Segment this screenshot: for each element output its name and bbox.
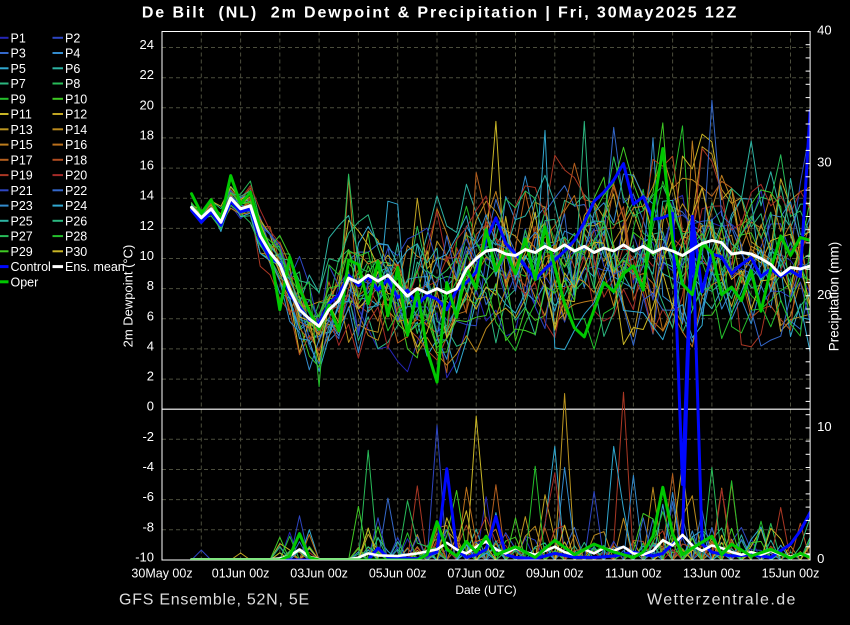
svg-text:Oper: Oper xyxy=(11,275,39,289)
svg-text:P18: P18 xyxy=(65,153,87,167)
svg-text:22: 22 xyxy=(140,67,154,82)
svg-text:P20: P20 xyxy=(65,169,87,183)
svg-text:P15: P15 xyxy=(11,138,33,152)
svg-text:P24: P24 xyxy=(65,199,87,213)
svg-text:P26: P26 xyxy=(65,214,87,228)
svg-text:09Jun 00z: 09Jun 00z xyxy=(526,567,584,581)
svg-text:05Jun 00z: 05Jun 00z xyxy=(369,567,427,581)
svg-text:GFS Ensemble, 52N, 5E: GFS Ensemble, 52N, 5E xyxy=(119,592,310,609)
svg-text:P9: P9 xyxy=(11,92,26,106)
svg-text:P12: P12 xyxy=(65,108,87,122)
svg-text:30May 00z: 30May 00z xyxy=(131,567,192,581)
svg-text:P4: P4 xyxy=(65,47,80,61)
svg-text:03Jun 00z: 03Jun 00z xyxy=(290,567,348,581)
svg-text:P28: P28 xyxy=(65,230,87,244)
svg-text:Precipitation (mm): Precipitation (mm) xyxy=(827,242,842,352)
svg-text:P17: P17 xyxy=(11,153,33,167)
svg-text:P1: P1 xyxy=(11,31,26,45)
svg-text:-4: -4 xyxy=(142,459,154,474)
svg-text:8: 8 xyxy=(147,278,154,293)
svg-text:Date (UTC): Date (UTC) xyxy=(455,583,516,597)
svg-text:0: 0 xyxy=(817,551,824,566)
svg-text:P5: P5 xyxy=(11,62,26,76)
svg-text:11Jun 00z: 11Jun 00z xyxy=(605,567,662,581)
svg-text:P11: P11 xyxy=(11,108,32,122)
svg-text:18: 18 xyxy=(140,127,154,142)
svg-text:12: 12 xyxy=(140,218,154,233)
svg-text:10: 10 xyxy=(140,248,154,263)
svg-text:24: 24 xyxy=(140,37,154,52)
svg-text:Ens. mean: Ens. mean xyxy=(65,260,125,274)
svg-text:4: 4 xyxy=(147,338,154,353)
svg-text:15Jun 00z: 15Jun 00z xyxy=(762,567,820,581)
svg-text:-10: -10 xyxy=(135,549,154,564)
svg-text:20: 20 xyxy=(817,287,831,302)
svg-text:-6: -6 xyxy=(142,489,154,504)
svg-text:14: 14 xyxy=(140,188,154,203)
svg-text:Wetterzentrale.de: Wetterzentrale.de xyxy=(647,592,797,609)
svg-text:13Jun 00z: 13Jun 00z xyxy=(683,567,741,581)
svg-text:-8: -8 xyxy=(142,519,154,534)
svg-text:P23: P23 xyxy=(11,199,33,213)
svg-text:P16: P16 xyxy=(65,138,87,152)
svg-text:P10: P10 xyxy=(65,92,87,106)
svg-text:P21: P21 xyxy=(11,184,33,198)
svg-text:P7: P7 xyxy=(11,77,26,91)
svg-text:20: 20 xyxy=(140,97,154,112)
svg-text:-2: -2 xyxy=(142,429,154,444)
svg-text:P19: P19 xyxy=(11,169,33,183)
svg-text:Control: Control xyxy=(11,260,51,274)
svg-text:P2: P2 xyxy=(65,31,80,45)
svg-text:2m Dewpoint (°C): 2m Dewpoint (°C) xyxy=(121,245,136,348)
svg-text:P30: P30 xyxy=(65,245,87,259)
svg-text:P22: P22 xyxy=(65,184,87,198)
svg-text:6: 6 xyxy=(147,308,154,323)
svg-text:16: 16 xyxy=(140,158,154,173)
svg-text:P14: P14 xyxy=(65,123,87,137)
svg-text:De Bilt (NL) 2m Dewpoint & P: De Bilt (NL) 2m Dewpoint & Precipitation… xyxy=(142,5,738,22)
svg-text:P6: P6 xyxy=(65,62,80,76)
svg-text:P13: P13 xyxy=(11,123,33,137)
svg-text:10: 10 xyxy=(817,419,831,434)
svg-text:07Jun 00z: 07Jun 00z xyxy=(447,567,505,581)
svg-text:P3: P3 xyxy=(11,47,26,61)
svg-text:2: 2 xyxy=(147,369,154,384)
svg-text:01Jun 00z: 01Jun 00z xyxy=(212,567,270,581)
svg-text:P29: P29 xyxy=(11,245,33,259)
svg-text:P27: P27 xyxy=(11,230,33,244)
svg-text:P8: P8 xyxy=(65,77,80,91)
svg-text:0: 0 xyxy=(147,399,154,414)
svg-text:P25: P25 xyxy=(11,214,33,228)
svg-text:40: 40 xyxy=(817,23,831,38)
svg-text:30: 30 xyxy=(817,155,831,170)
